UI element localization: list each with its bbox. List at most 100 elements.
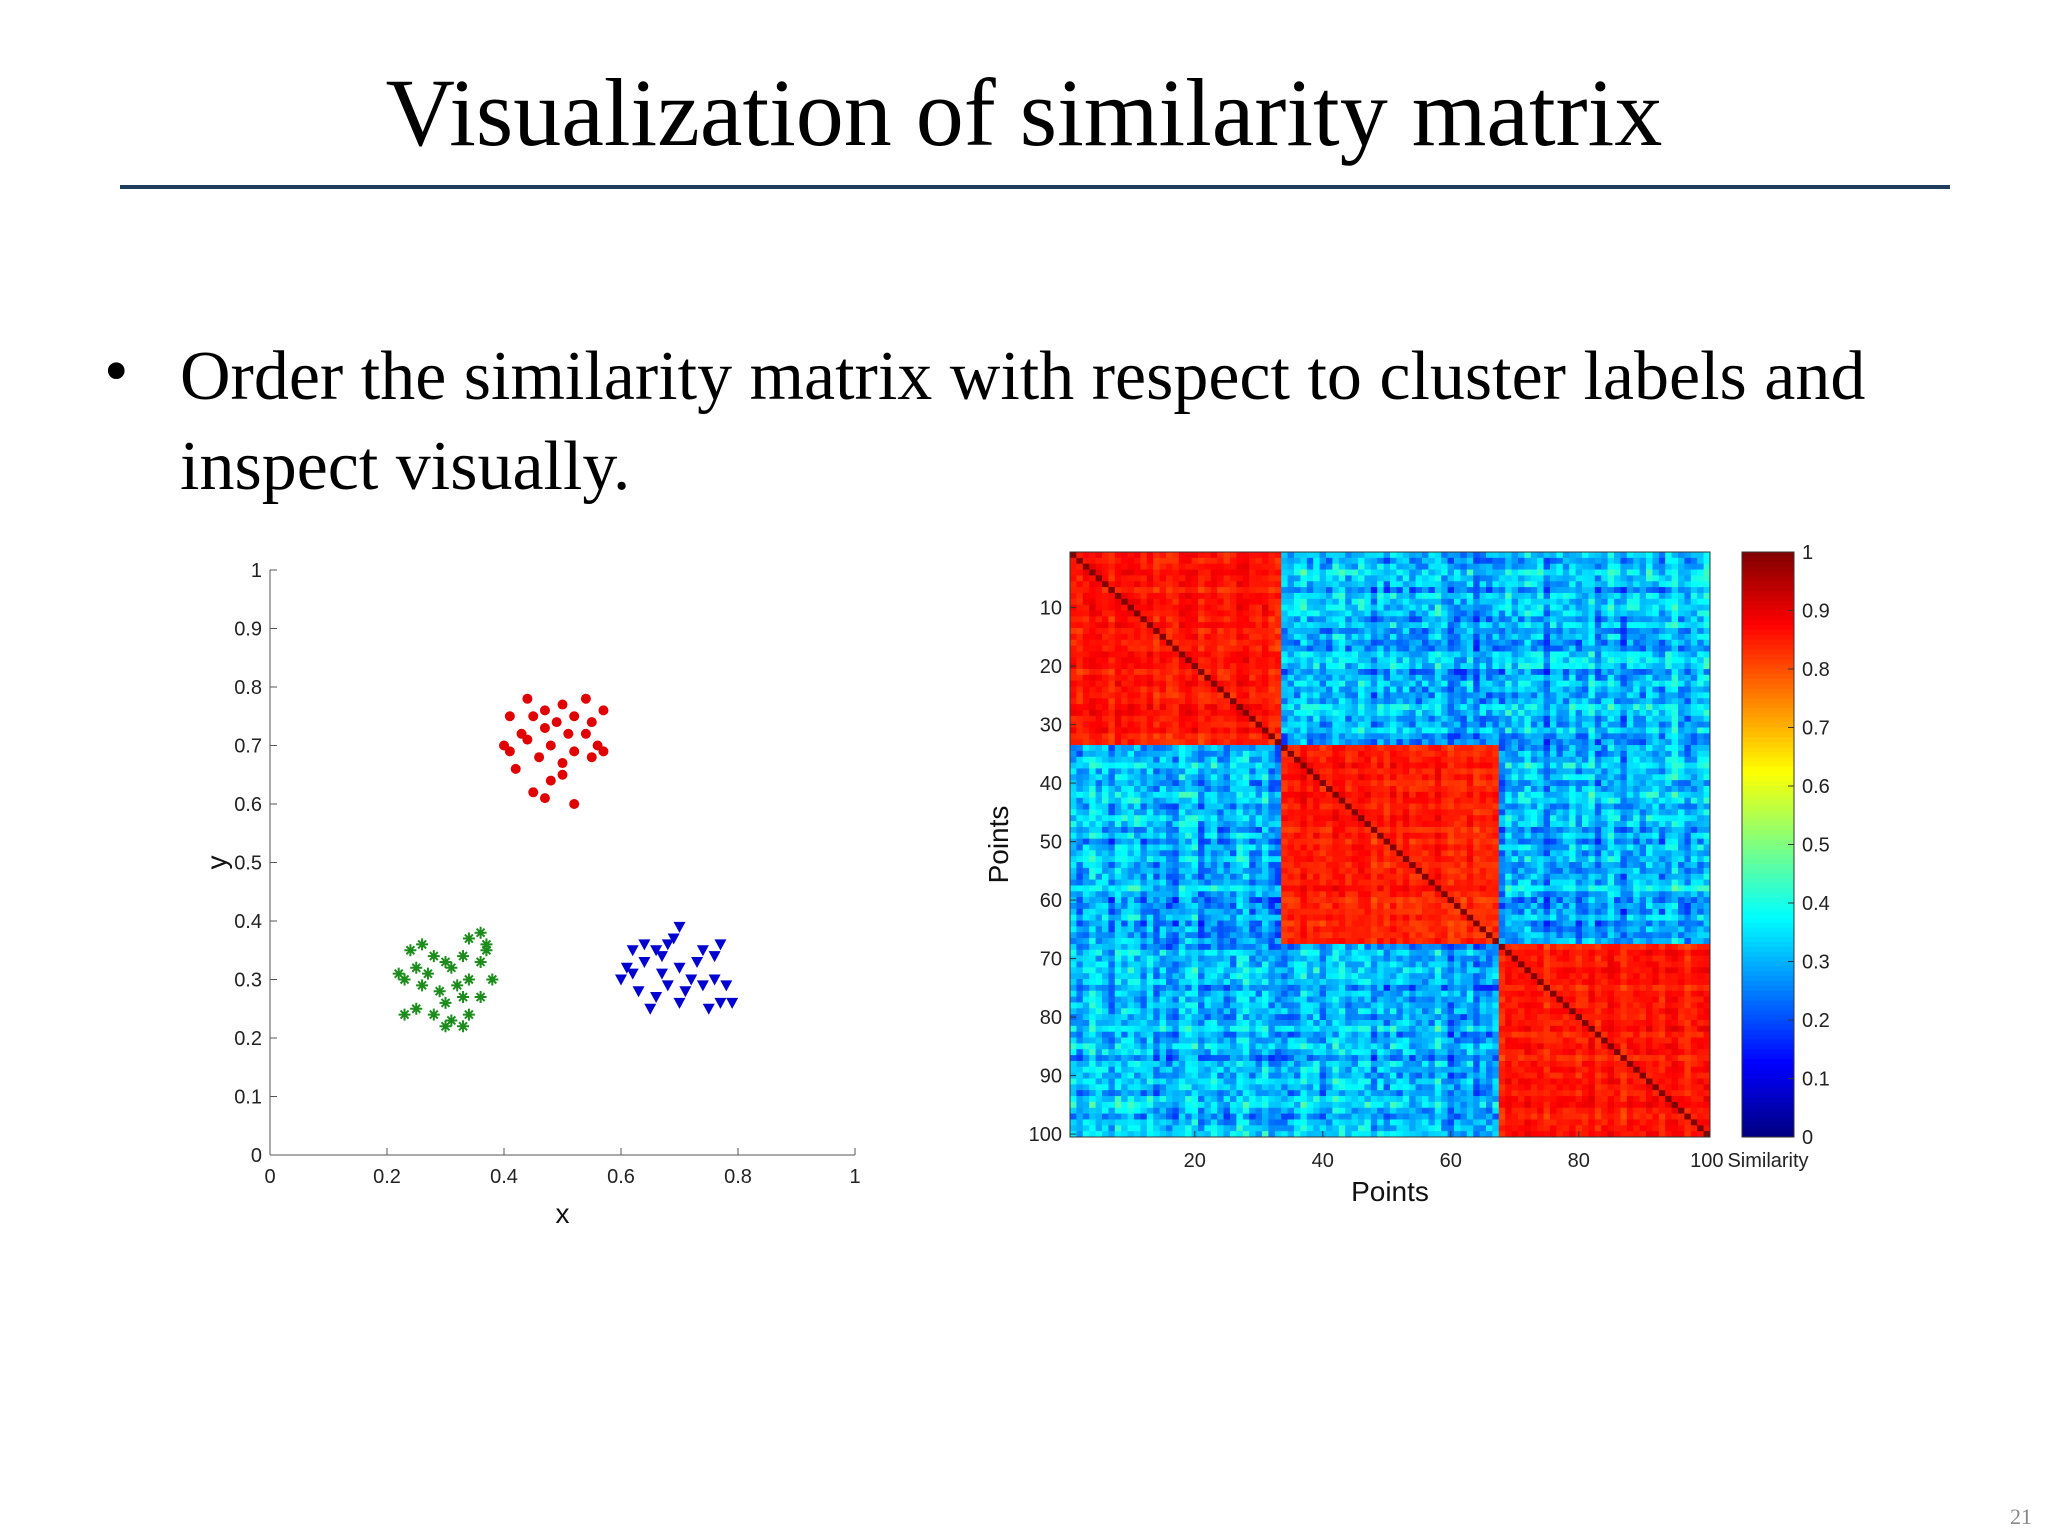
- heatmap-cell: [1306, 756, 1314, 763]
- heatmap-cell: [1313, 674, 1320, 682]
- heatmap-cell: [1326, 815, 1333, 822]
- heatmap-cell: [1223, 826, 1231, 834]
- heatmap-cell: [1268, 797, 1276, 804]
- heatmap-cell: [1460, 832, 1468, 840]
- heatmap-cell: [1697, 657, 1704, 664]
- heatmap-cell: [1300, 739, 1308, 746]
- heatmap-cell: [1575, 628, 1583, 635]
- heatmap-cell: [1537, 739, 1544, 746]
- heatmap-cell: [1402, 762, 1410, 769]
- heatmap-cell: [1428, 616, 1436, 623]
- heatmap-cell: [1102, 575, 1109, 582]
- heatmap-cell: [1550, 651, 1557, 658]
- heatmap-cell: [1082, 563, 1090, 570]
- data-point-circle: [557, 758, 568, 769]
- heatmap-cell: [1402, 645, 1410, 652]
- heatmap-cell: [1434, 674, 1442, 682]
- heatmap-cell: [1665, 786, 1672, 793]
- heatmap-cell: [1422, 604, 1429, 611]
- heatmap-cell: [1070, 704, 1077, 711]
- heatmap-cell: [1460, 581, 1468, 588]
- heatmap-cell: [1569, 581, 1576, 588]
- heatmap-cell: [1140, 704, 1148, 711]
- heatmap-cell: [1198, 797, 1205, 804]
- heatmap-cell: [1434, 756, 1442, 763]
- heatmap-cell: [1287, 686, 1295, 693]
- heatmap-cell: [1095, 832, 1103, 840]
- heatmap-cell: [1524, 645, 1532, 652]
- heatmap-cell: [1204, 610, 1212, 617]
- heatmap-cell: [1505, 622, 1512, 629]
- heatmap-cell: [1153, 598, 1160, 606]
- heatmap-cell: [1633, 791, 1640, 799]
- heatmap-cell: [1114, 721, 1122, 728]
- heatmap-cell: [1242, 739, 1250, 746]
- heatmap-cell: [1543, 669, 1551, 676]
- heatmap-cell: [1326, 745, 1333, 752]
- heatmap-cell: [1185, 663, 1192, 670]
- heatmap-cell: [1140, 803, 1148, 810]
- heatmap-cell: [1441, 774, 1448, 781]
- heatmap-cell: [1550, 604, 1557, 611]
- heatmap-cell: [1588, 756, 1596, 763]
- heatmap-cell: [1230, 622, 1237, 629]
- heatmap-cell: [1460, 604, 1468, 611]
- heatmap-cell: [1364, 721, 1372, 728]
- heatmap-cell: [1070, 692, 1077, 699]
- heatmap-cell: [1326, 721, 1333, 728]
- heatmap-cell: [1620, 756, 1628, 763]
- heatmap-cell: [1479, 733, 1487, 740]
- heatmap-cell: [1070, 552, 1077, 559]
- heatmap-cell: [1511, 715, 1519, 723]
- heatmap-cell: [1076, 587, 1084, 594]
- heatmap-cell: [1684, 563, 1692, 570]
- heatmap-cell: [1255, 821, 1263, 828]
- heatmap-cell: [1620, 762, 1628, 769]
- heatmap-cell: [1607, 598, 1615, 606]
- heatmap-cell: [1498, 610, 1506, 617]
- heatmap-cell: [1223, 756, 1231, 763]
- heatmap-cell: [1486, 826, 1493, 834]
- heatmap-cell: [1274, 721, 1282, 728]
- heatmap-cell: [1562, 563, 1570, 570]
- heatmap-cell: [1524, 791, 1532, 799]
- heatmap-cell: [1518, 821, 1525, 828]
- heatmap-cell: [1108, 639, 1116, 646]
- heatmap-cell: [1217, 581, 1224, 588]
- heatmap-cell: [1537, 669, 1544, 676]
- heatmap-cell: [1511, 633, 1519, 641]
- heatmap-cell: [1217, 616, 1224, 623]
- heatmap-cell: [1460, 622, 1468, 629]
- heatmap-cell: [1626, 704, 1634, 711]
- heatmap-cell: [1582, 628, 1589, 635]
- heatmap-cell: [1127, 832, 1135, 840]
- heatmap-cell: [1370, 622, 1378, 629]
- heatmap-cell: [1652, 797, 1660, 804]
- heatmap-cell: [1159, 786, 1167, 793]
- heatmap-cell: [1178, 786, 1186, 793]
- heatmap-cell: [1588, 826, 1596, 834]
- heatmap-cell: [1198, 709, 1205, 717]
- heatmap-cell: [1390, 581, 1397, 588]
- heatmap-cell: [1633, 645, 1640, 652]
- heatmap-cell: [1095, 733, 1103, 740]
- heatmap-cell: [1665, 698, 1672, 705]
- heatmap-cell: [1543, 575, 1551, 582]
- heatmap-cell: [1684, 803, 1692, 810]
- heatmap-cell: [1249, 604, 1256, 611]
- heatmap-cell: [1236, 692, 1244, 699]
- heatmap-cell: [1402, 587, 1410, 594]
- heatmap-cell: [1313, 622, 1320, 629]
- heatmap-cell: [1454, 698, 1461, 705]
- heatmap-cell: [1601, 815, 1608, 822]
- heatmap-cell: [1370, 797, 1378, 804]
- heatmap-cell: [1108, 575, 1116, 582]
- heatmap-cell: [1204, 587, 1212, 594]
- heatmap-cell: [1198, 563, 1205, 570]
- heatmap-cell: [1396, 791, 1404, 799]
- heatmap-cell: [1236, 821, 1244, 828]
- heatmap-cell: [1223, 815, 1231, 822]
- heatmap-cell: [1620, 692, 1628, 699]
- heatmap-cell: [1249, 680, 1256, 687]
- heatmap-cell: [1230, 651, 1237, 658]
